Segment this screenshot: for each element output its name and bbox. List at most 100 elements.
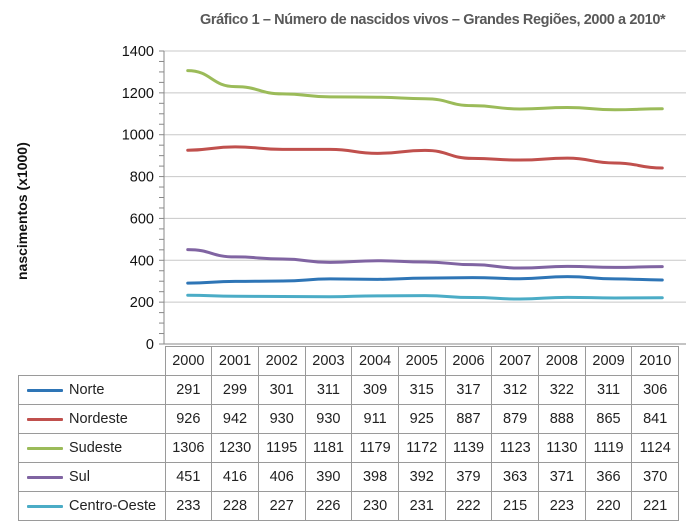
table-header-row: 2000 2001 2002 2003 2004 2005 2006 2007 2008 2009…	[18, 346, 680, 376]
series-line-norte	[186, 275, 664, 285]
data-label: 311	[584, 375, 633, 405]
data-label: 1130	[538, 433, 586, 463]
year-header: 2005	[397, 346, 446, 376]
data-label: 925	[397, 404, 446, 434]
data-label: 230	[351, 491, 399, 521]
data-label: 291	[164, 375, 213, 405]
data-table: 2000 2001 2002 2003 2004 2005 2006 2007 2008 2009…	[18, 346, 680, 521]
y-tick-label: 1400	[122, 44, 154, 60]
data-label: 1172	[397, 433, 446, 463]
legend-label: Sudeste	[69, 440, 123, 456]
year-header: 2004	[351, 346, 399, 376]
data-label: 233	[164, 491, 213, 521]
legend-swatch	[27, 388, 63, 392]
data-label: 379	[444, 462, 493, 492]
data-label: 398	[351, 462, 399, 492]
data-label: 363	[491, 462, 539, 492]
data-label: 227	[257, 491, 306, 521]
y-tick-label: 0	[146, 337, 154, 350]
data-label: 222	[444, 491, 493, 521]
year-header: 2000	[164, 346, 213, 376]
legend-entry: Sul	[18, 462, 166, 492]
data-label: 390	[304, 462, 353, 492]
axes: 0 200 400 600 800 1000 1200 1400	[122, 44, 686, 350]
data-label: 1195	[257, 433, 306, 463]
series-line-sul	[186, 248, 664, 270]
data-label: 312	[491, 375, 539, 405]
gridlines	[164, 50, 686, 303]
legend-swatch	[27, 417, 63, 421]
legend-entry: Centro-Oeste	[18, 491, 166, 521]
year-header: 2008	[538, 346, 586, 376]
data-label: 366	[584, 462, 633, 492]
year-header: 2002	[257, 346, 306, 376]
data-label: 371	[538, 462, 586, 492]
y-tick-label: 600	[130, 211, 154, 227]
table-row: Nordeste 926 942 930 930 911 925 887 879 888 865 84…	[18, 404, 680, 434]
data-label: 226	[304, 491, 353, 521]
data-label: 1124	[631, 433, 680, 463]
data-label: 299	[211, 375, 259, 405]
y-tick-label: 1200	[122, 86, 154, 102]
series-line-centro-oeste	[186, 293, 664, 301]
data-label: 1119	[584, 433, 633, 463]
data-label: 1123	[491, 433, 539, 463]
data-label: 231	[397, 491, 446, 521]
legend-swatch	[27, 504, 63, 508]
year-header: 2007	[491, 346, 539, 376]
data-label: 317	[444, 375, 493, 405]
data-label: 926	[164, 404, 213, 434]
data-label: 887	[444, 404, 493, 434]
legend-label: Centro-Oeste	[69, 498, 157, 514]
series-line-nordeste	[186, 145, 664, 170]
data-label: 942	[211, 404, 259, 434]
legend-entry: Nordeste	[18, 404, 166, 434]
chart-title: Gráfico 1 – Número de nascidos vivos – G…	[200, 12, 666, 28]
data-label: 911	[351, 404, 399, 434]
y-tick-label: 400	[130, 253, 154, 269]
data-label: 930	[304, 404, 353, 434]
legend-label: Sul	[69, 469, 90, 485]
data-label: 416	[211, 462, 259, 492]
legend-label: Nordeste	[69, 411, 128, 427]
year-header: 2001	[211, 346, 259, 376]
data-label: 309	[351, 375, 399, 405]
legend-label: Norte	[69, 382, 105, 398]
data-label: 1181	[304, 433, 353, 463]
table-row: Sul 451 416 406 390 398 392 379 363 371 366 370	[18, 462, 680, 492]
year-header: 2009	[584, 346, 633, 376]
data-label: 223	[538, 491, 586, 521]
legend-swatch	[27, 446, 63, 450]
data-label: 215	[491, 491, 539, 521]
table-row: Norte 291 299 301 311 309 315 317 312 322 311 306	[18, 375, 680, 405]
data-label: 301	[257, 375, 306, 405]
legend-swatch	[27, 475, 63, 479]
line-chart-plot: 0 200 400 600 800 1000 1200 1400	[122, 44, 686, 350]
data-label: 228	[211, 491, 259, 521]
table-row: Sudeste 1306 1230 1195 1181 1179 1172 1139 1123 1…	[18, 433, 680, 463]
data-label: 1139	[444, 433, 493, 463]
data-label: 879	[491, 404, 539, 434]
data-label: 406	[257, 462, 306, 492]
data-label: 1306	[164, 433, 213, 463]
data-label: 451	[164, 462, 213, 492]
series-lines	[186, 69, 664, 301]
data-label: 311	[304, 375, 353, 405]
table-row: Centro-Oeste 233 228 227 226 230 231 222 215 223 2…	[18, 491, 680, 521]
data-label: 888	[538, 404, 586, 434]
series-line-sudeste	[186, 69, 664, 112]
data-label: 392	[397, 462, 446, 492]
year-header: 2003	[304, 346, 353, 376]
data-label: 930	[257, 404, 306, 434]
year-header: 2010	[631, 346, 680, 376]
year-header: 2006	[444, 346, 493, 376]
data-label: 322	[538, 375, 586, 405]
y-tick-label: 200	[130, 295, 154, 311]
legend-entry: Sudeste	[18, 433, 166, 463]
data-label: 841	[631, 404, 680, 434]
data-label: 865	[584, 404, 633, 434]
data-label: 221	[631, 491, 680, 521]
data-label: 1179	[351, 433, 399, 463]
y-tick-label: 800	[130, 170, 154, 186]
data-label: 220	[584, 491, 633, 521]
